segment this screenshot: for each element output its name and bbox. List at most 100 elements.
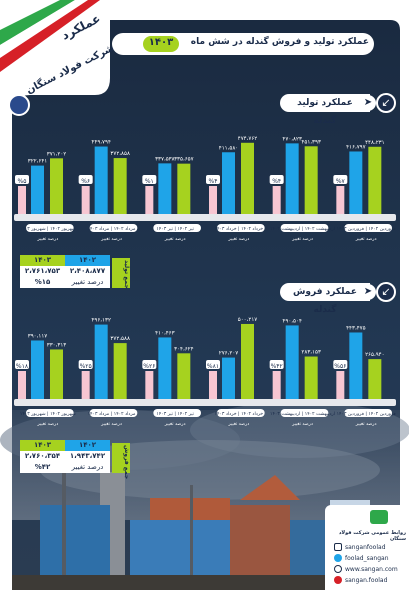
change-value-bg (78, 360, 93, 369)
summary-header-1403: ۱۴۰۳ (20, 255, 65, 266)
instagram-icon (334, 543, 342, 551)
category-label: اردیبهشت ۱۴۰۲ | اردیبهشت ۱۴۰۳ (270, 226, 335, 232)
value-label-1403: ۳۳۰،۳۱۳ (47, 342, 67, 348)
production-heading: عملکرد تولید گندله (280, 94, 370, 126)
social-handle-2[interactable]: foolad_sangan (345, 555, 389, 562)
arrow-down-left-icon: ↙ (376, 282, 396, 302)
bar-1402 (31, 340, 44, 399)
summary-change-value: %۱۵ (20, 277, 65, 288)
summary-total-1403: ۲،۷۶۱،۷۵۳ (20, 266, 65, 277)
value-label-1402: ۴۹۶،۱۳۲ (91, 318, 111, 324)
footer-logo (370, 510, 388, 524)
pointer-icon: ➤ (360, 95, 376, 111)
bar-1402 (222, 357, 235, 399)
change-value-label: %۴ (209, 178, 218, 185)
bar-1403 (241, 142, 254, 214)
category-label: تیر ۱۴۰۲ | تیر ۱۴۰۳ (156, 226, 194, 232)
bar-1403 (113, 343, 127, 399)
summary-header-1403: ۱۴۰۳ (20, 440, 65, 451)
footer-card (325, 505, 409, 600)
social-handle-3[interactable]: www.sangan.com (345, 566, 398, 573)
sales-heading: عملکرد فروش گندله (280, 283, 370, 315)
change-bar (18, 186, 26, 214)
change-value-bg (333, 360, 348, 369)
iran-flag-ribbon (0, 0, 100, 72)
category-tag-bg (344, 224, 392, 232)
value-label-1402: ۳۳۷،۵۳۸ (155, 156, 175, 162)
change-value-label: %۵۶ (334, 363, 346, 370)
footer-company: روابط عمومی شرکت فولاد سنگان (338, 530, 406, 542)
value-label-1403: ۴۴۸،۲۳۱ (365, 140, 385, 146)
change-value-label: %۱۸ (16, 363, 29, 370)
value-label-1403: ۴۷۴،۷۶۲ (238, 136, 258, 142)
category-tag-bg (344, 409, 392, 417)
change-caption: درصد تغییر (164, 237, 186, 242)
year-badge (143, 36, 179, 52)
category-label: فروردین ۱۴۰۲ | فروردین ۱۴۰۳ (337, 226, 396, 232)
value-label-1403: ۳۷۲،۸۵۸ (110, 151, 130, 157)
category-label: فروردین ۱۴۰۲ | فروردین ۱۴۰۳ (337, 411, 396, 417)
summary-total-1402: ۱،۹۴۳،۷۴۲ (65, 451, 110, 462)
page-title: عملکرد تولید و فروش گندله در شش ماه (190, 37, 369, 47)
category-tag-bg (280, 224, 329, 232)
telegram-icon (334, 554, 342, 562)
change-value-label: %۶ (81, 178, 90, 185)
change-value-label: %۷ (336, 178, 346, 185)
company-emblem (8, 94, 30, 116)
change-caption: درصد تغییر (100, 237, 122, 242)
category-label: اردیبهشت ۱۴۰۲ | اردیبهشت ۱۴۰۳ (270, 411, 335, 417)
category-label: شهریور ۱۴۰۲ | شهریور ۱۴۰۳ (20, 226, 76, 232)
change-value-bg (15, 175, 29, 184)
category-label: مرداد ۱۴۰۲ | مرداد ۱۴۰۳ (88, 411, 136, 417)
value-label-1402: ۴۹۰،۵۰۴ (282, 318, 302, 324)
summary-total-1403: ۲،۷۶۰،۳۵۴ (20, 451, 65, 462)
bar-1402 (349, 332, 363, 399)
bar-1402 (285, 143, 299, 214)
change-caption: درصد تغییر (100, 422, 122, 427)
bar-1402 (285, 325, 299, 399)
bar-1402 (94, 324, 108, 399)
change-value-bg (142, 360, 157, 369)
value-label-1402: ۳۲۲،۶۴۱ (28, 159, 48, 165)
category-tag-bg (153, 224, 201, 232)
category-tag-bg (89, 409, 138, 417)
bar-1403 (177, 163, 191, 214)
value-label-1403: ۲۸۳،۱۵۳ (301, 350, 321, 356)
change-value-label: %۱ (145, 178, 154, 185)
change-caption: درصد تغییر (355, 422, 377, 427)
value-label-1402: ۲۷۶،۲۰۷ (219, 351, 239, 357)
summary-change-label: درصد تغییر (65, 462, 110, 473)
value-label-1403: ۳۷۲،۵۸۸ (110, 336, 130, 342)
change-value-label: %۸۱ (207, 363, 219, 370)
change-bar (18, 371, 26, 399)
social-handle-1[interactable]: sanganfoolad (345, 544, 386, 551)
summary-change-value: %۴۲ (20, 462, 65, 473)
bar-1403 (50, 158, 63, 214)
chart-baseline (14, 214, 396, 221)
category-tag-bg (217, 224, 265, 232)
change-value-label: %۴ (272, 178, 281, 185)
bar-1402 (349, 151, 363, 214)
social-handle-4[interactable]: sangan.foolad (345, 577, 388, 584)
category-tag-bg (89, 224, 138, 232)
bar-1403 (304, 146, 318, 214)
bar-1403 (113, 158, 127, 214)
change-caption: درصد تغییر (355, 237, 377, 242)
value-label-1402: ۳۹۰،۱۱۷ (28, 333, 48, 339)
category-tag-bg (217, 409, 265, 417)
value-label-1402: ۴۱۶،۷۹۷ (346, 144, 366, 150)
value-label-1403: ۴۵۱،۳۹۳ (301, 139, 321, 145)
category-label: تیر ۱۴۰۲ | تیر ۱۴۰۳ (156, 411, 194, 417)
sales-summary: ۱۴۰۳ ۱۴۰۲ ۲،۷۶۰،۳۵۴ ۱،۹۴۳،۷۴۲ %۴۲ درصد ت… (20, 440, 130, 473)
sales-summary-side-label: جمع فروش (112, 443, 130, 479)
change-caption: درصد تغییر (36, 237, 58, 242)
bar-1402 (158, 163, 172, 214)
change-bar (336, 186, 345, 214)
production-summary-side-label: جمع تولید (112, 258, 130, 289)
change-caption: درصد تغییر (227, 237, 249, 242)
change-caption: درصد تغییر (36, 422, 58, 427)
bar-1402 (94, 146, 108, 214)
change-bar (272, 371, 281, 399)
